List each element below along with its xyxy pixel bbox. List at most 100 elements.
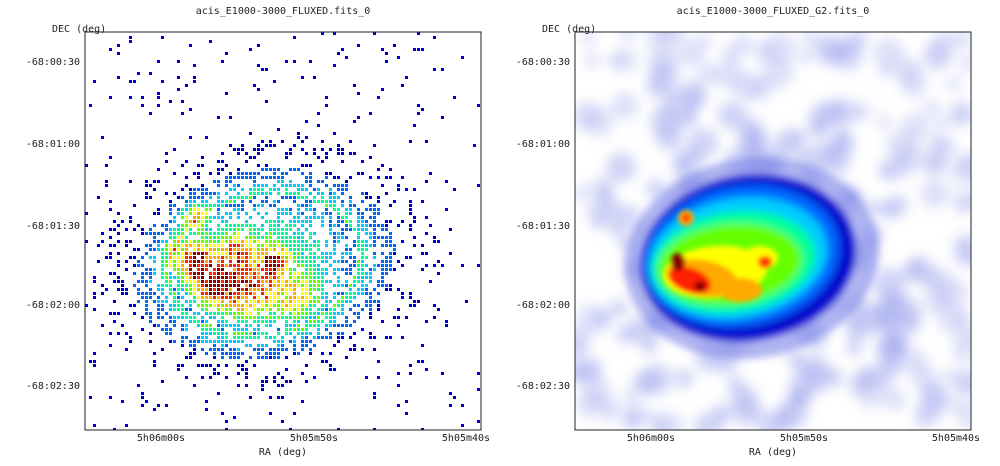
count-pixel	[213, 192, 216, 195]
count-pixel	[165, 284, 168, 287]
count-pixel	[109, 200, 112, 203]
count-pixel	[333, 344, 336, 347]
count-pixel	[165, 224, 168, 227]
count-pixel	[241, 312, 244, 315]
count-pixel	[233, 256, 236, 259]
count-pixel	[369, 304, 372, 307]
count-pixel	[249, 272, 252, 275]
count-pixel	[233, 292, 236, 295]
count-pixel	[205, 208, 208, 211]
count-pixel	[349, 140, 352, 143]
count-pixel	[329, 200, 332, 203]
count-pixel	[261, 148, 264, 151]
sky-image[interactable]	[563, 19, 982, 442]
count-pixel	[341, 220, 344, 223]
count-pixel	[177, 292, 180, 295]
count-pixel	[313, 312, 316, 315]
count-pixel	[185, 336, 188, 339]
count-pixel	[425, 264, 428, 267]
count-pixel	[249, 236, 252, 239]
count-pixel	[253, 268, 256, 271]
count-pixel	[285, 192, 288, 195]
count-pixel	[205, 320, 208, 323]
count-pixel	[129, 40, 132, 43]
count-pixel	[221, 352, 224, 355]
count-pixel	[449, 392, 452, 395]
count-pixel	[293, 296, 296, 299]
count-pixel	[289, 208, 292, 211]
count-pixel	[305, 136, 308, 139]
count-pixel	[357, 224, 360, 227]
count-pixel	[317, 280, 320, 283]
count-pixel	[209, 272, 212, 275]
count-pixel	[257, 148, 260, 151]
count-pixel	[101, 240, 104, 243]
count-pixel	[233, 352, 236, 355]
count-pixel	[197, 244, 200, 247]
count-pixel	[149, 276, 152, 279]
count-pixel	[245, 360, 248, 363]
count-pixel	[257, 264, 260, 267]
count-pixel	[161, 380, 164, 383]
count-pixel	[205, 240, 208, 243]
sky-image[interactable]	[85, 32, 480, 431]
count-pixel	[377, 224, 380, 227]
count-pixel	[221, 312, 224, 315]
count-pixel	[297, 248, 300, 251]
count-pixel	[329, 172, 332, 175]
count-pixel	[145, 184, 148, 187]
count-pixel	[273, 268, 276, 271]
count-pixel	[173, 324, 176, 327]
count-pixel	[221, 260, 224, 263]
count-pixel	[201, 192, 204, 195]
count-pixel	[325, 312, 328, 315]
count-pixel	[273, 292, 276, 295]
count-pixel	[193, 212, 196, 215]
count-pixel	[177, 248, 180, 251]
count-pixel	[157, 60, 160, 63]
count-pixel	[233, 208, 236, 211]
count-pixel	[313, 216, 316, 219]
count-pixel	[209, 244, 212, 247]
count-pixel	[113, 228, 116, 231]
count-pixel	[225, 252, 228, 255]
count-pixel	[341, 308, 344, 311]
haze-blob	[797, 48, 814, 64]
count-pixel	[225, 308, 228, 311]
haze-blob	[801, 32, 819, 47]
count-pixel	[245, 296, 248, 299]
count-pixel	[377, 292, 380, 295]
haze-blob	[945, 76, 961, 92]
x-tick-label: 5h06m00s	[627, 433, 675, 444]
count-pixel	[297, 212, 300, 215]
count-pixel	[373, 268, 376, 271]
count-pixel	[337, 216, 340, 219]
count-pixel	[369, 316, 372, 319]
count-pixel	[193, 192, 196, 195]
count-pixel	[397, 288, 400, 291]
count-pixel	[225, 312, 228, 315]
count-pixel	[201, 280, 204, 283]
count-pixel	[337, 188, 340, 191]
count-pixel	[277, 236, 280, 239]
x-axis-label: RA (deg)	[259, 447, 307, 458]
count-pixel	[225, 336, 228, 339]
count-pixel	[129, 304, 132, 307]
count-pixel	[361, 192, 364, 195]
count-pixel	[325, 292, 328, 295]
count-pixel	[225, 428, 228, 430]
count-pixel	[253, 364, 256, 367]
count-pixel	[289, 304, 292, 307]
count-pixel	[245, 244, 248, 247]
count-pixel	[185, 328, 188, 331]
count-pixel	[405, 188, 408, 191]
count-pixel	[193, 256, 196, 259]
haze-blob	[609, 220, 628, 239]
count-pixel	[317, 276, 320, 279]
count-pixel	[277, 272, 280, 275]
emission-layer	[694, 281, 706, 291]
count-pixel	[405, 316, 408, 319]
count-pixel	[225, 420, 228, 423]
x-axis-label: RA (deg)	[749, 447, 797, 458]
count-pixel	[353, 344, 356, 347]
